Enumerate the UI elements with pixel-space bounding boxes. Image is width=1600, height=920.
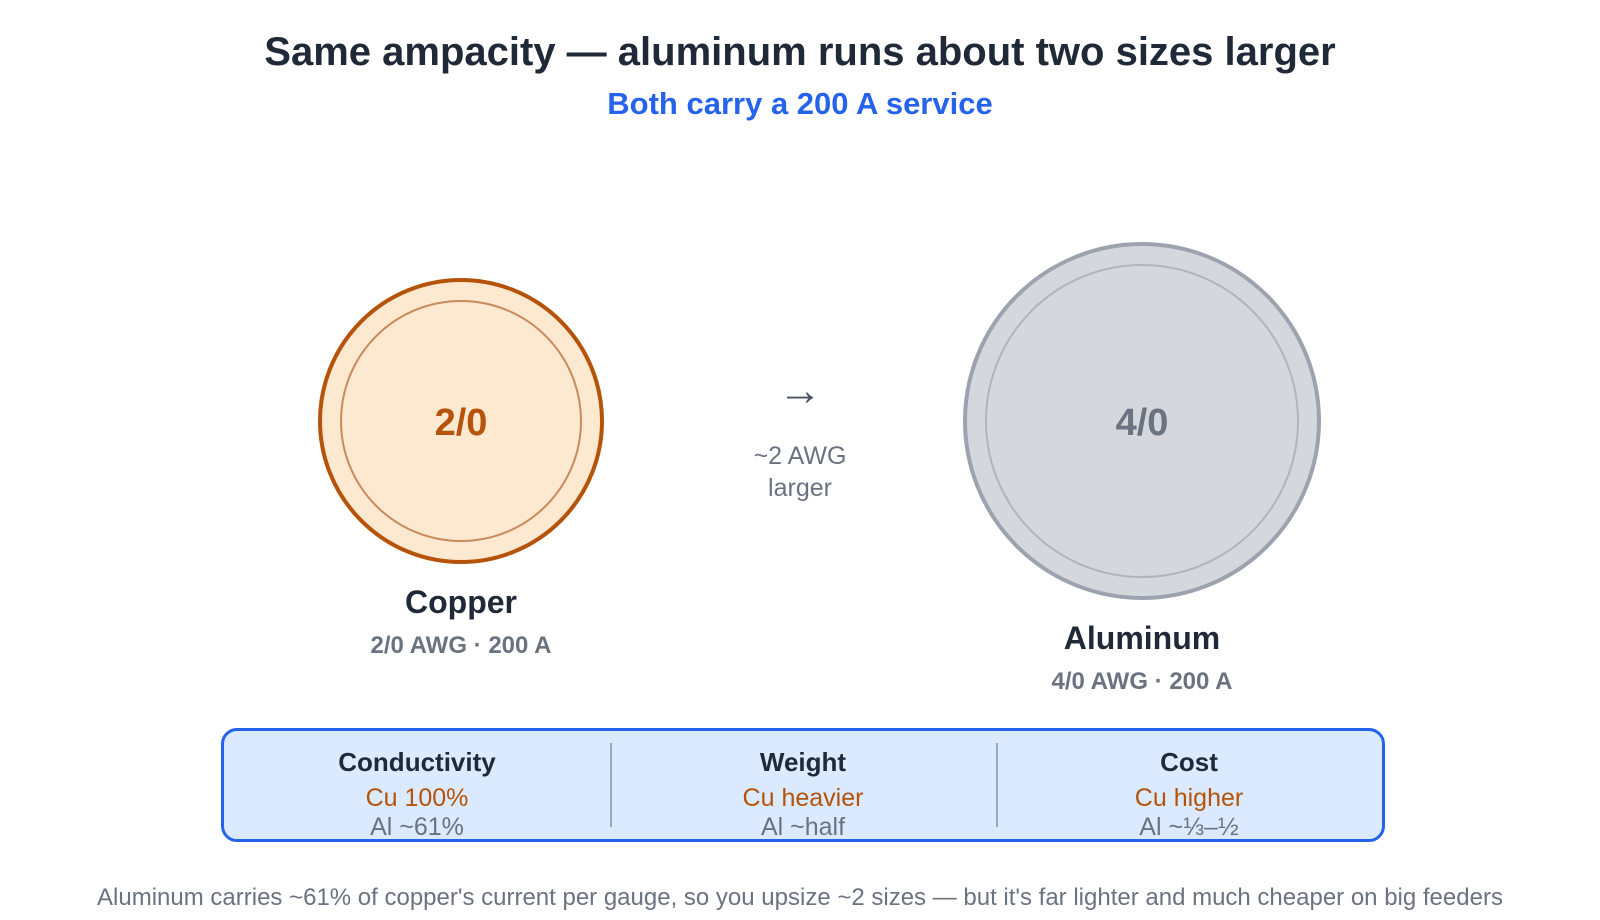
footnote: Aluminum carries ~61% of copper's curren… xyxy=(97,884,1503,911)
comparison-aluminum-value: Al ~⅓–½ xyxy=(1139,813,1239,841)
copper-spec: 2/0 AWG · 200 A xyxy=(370,632,552,659)
comparison-column-weight: Weight Cu heavier Al ~half xyxy=(610,731,996,841)
wire-diagram: 2/0 4/0 xyxy=(318,242,1321,600)
copper-outer-circle xyxy=(318,278,604,564)
copper-name: Copper xyxy=(405,584,517,620)
comparison-copper-value: Cu higher xyxy=(1134,784,1244,812)
aluminum-spec: 4/0 AWG · 200 A xyxy=(1051,668,1233,695)
comparison-column-cost: Cost Cu higher Al ~⅓–½ xyxy=(996,731,1382,841)
diagram-subtitle: Both carry a 200 A service xyxy=(607,86,993,121)
size-difference-note: ~2 AWG larger xyxy=(735,440,865,504)
comparison-panel: Conductivity Cu 100% Al ~61% Weight Cu h… xyxy=(221,728,1385,842)
aluminum-wire: 4/0 xyxy=(963,242,1321,600)
comparison-copper-value: Cu heavier xyxy=(742,784,864,812)
aluminum-name: Aluminum xyxy=(1063,620,1221,656)
aluminum-inner-circle xyxy=(985,264,1299,578)
aluminum-gauge-label: 4/0 xyxy=(1116,402,1169,444)
diagram-title: Same ampacity — aluminum runs about two … xyxy=(264,30,1336,74)
copper-wire: 2/0 xyxy=(318,278,604,564)
comparison-column-conductivity: Conductivity Cu 100% Al ~61% xyxy=(224,731,610,841)
copper-gauge-label: 2/0 xyxy=(435,402,488,444)
comparison-aluminum-value: Al ~half xyxy=(760,813,846,841)
copper-inner-circle xyxy=(340,300,582,542)
comparison-heading: Conductivity xyxy=(338,747,496,777)
size-difference-line-1: ~2 AWG xyxy=(753,442,847,470)
comparison-heading: Cost xyxy=(1160,747,1218,777)
comparison-heading: Weight xyxy=(759,747,847,777)
comparison-aluminum-value: Al ~61% xyxy=(370,813,464,841)
comparison-copper-value: Cu 100% xyxy=(365,784,469,812)
size-difference-line-2: larger xyxy=(768,474,832,502)
aluminum-outer-circle xyxy=(963,242,1321,600)
right-arrow-icon: → xyxy=(778,366,822,415)
